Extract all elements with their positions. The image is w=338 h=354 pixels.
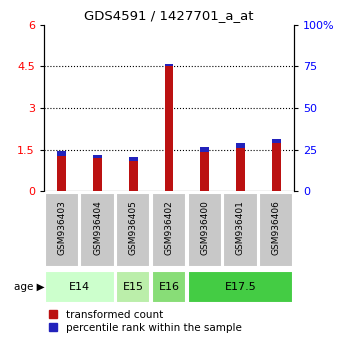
Text: GSM936404: GSM936404	[93, 200, 102, 255]
Bar	[129, 157, 138, 161]
Text: E15: E15	[123, 282, 144, 292]
FancyBboxPatch shape	[152, 193, 186, 268]
Bar	[129, 161, 138, 191]
Text: GSM936403: GSM936403	[57, 200, 66, 255]
Text: age ▶: age ▶	[14, 282, 45, 292]
Text: GSM936400: GSM936400	[200, 200, 209, 255]
Title: GDS4591 / 1427701_a_at: GDS4591 / 1427701_a_at	[84, 9, 254, 22]
FancyBboxPatch shape	[45, 271, 115, 303]
Bar	[200, 147, 209, 152]
Bar	[165, 66, 173, 191]
Bar	[272, 143, 281, 191]
FancyBboxPatch shape	[152, 271, 186, 303]
Text: GSM936405: GSM936405	[129, 200, 138, 255]
Legend: transformed count, percentile rank within the sample: transformed count, percentile rank withi…	[49, 310, 242, 333]
Text: GSM936406: GSM936406	[272, 200, 281, 255]
Bar	[93, 155, 102, 159]
FancyBboxPatch shape	[116, 193, 150, 268]
Text: GSM936402: GSM936402	[165, 200, 173, 255]
Bar	[236, 148, 245, 191]
FancyBboxPatch shape	[80, 193, 115, 268]
Text: E16: E16	[159, 282, 179, 292]
Bar	[57, 151, 66, 156]
Bar	[236, 143, 245, 148]
Text: E17.5: E17.5	[224, 282, 256, 292]
Bar	[93, 159, 102, 191]
Text: E14: E14	[69, 282, 90, 292]
Bar	[272, 139, 281, 143]
FancyBboxPatch shape	[116, 271, 150, 303]
FancyBboxPatch shape	[223, 193, 258, 268]
Bar	[57, 156, 66, 191]
Text: GSM936401: GSM936401	[236, 200, 245, 255]
Bar	[165, 64, 173, 66]
FancyBboxPatch shape	[188, 193, 222, 268]
FancyBboxPatch shape	[259, 193, 293, 268]
FancyBboxPatch shape	[188, 271, 293, 303]
FancyBboxPatch shape	[45, 193, 79, 268]
Bar	[200, 152, 209, 191]
